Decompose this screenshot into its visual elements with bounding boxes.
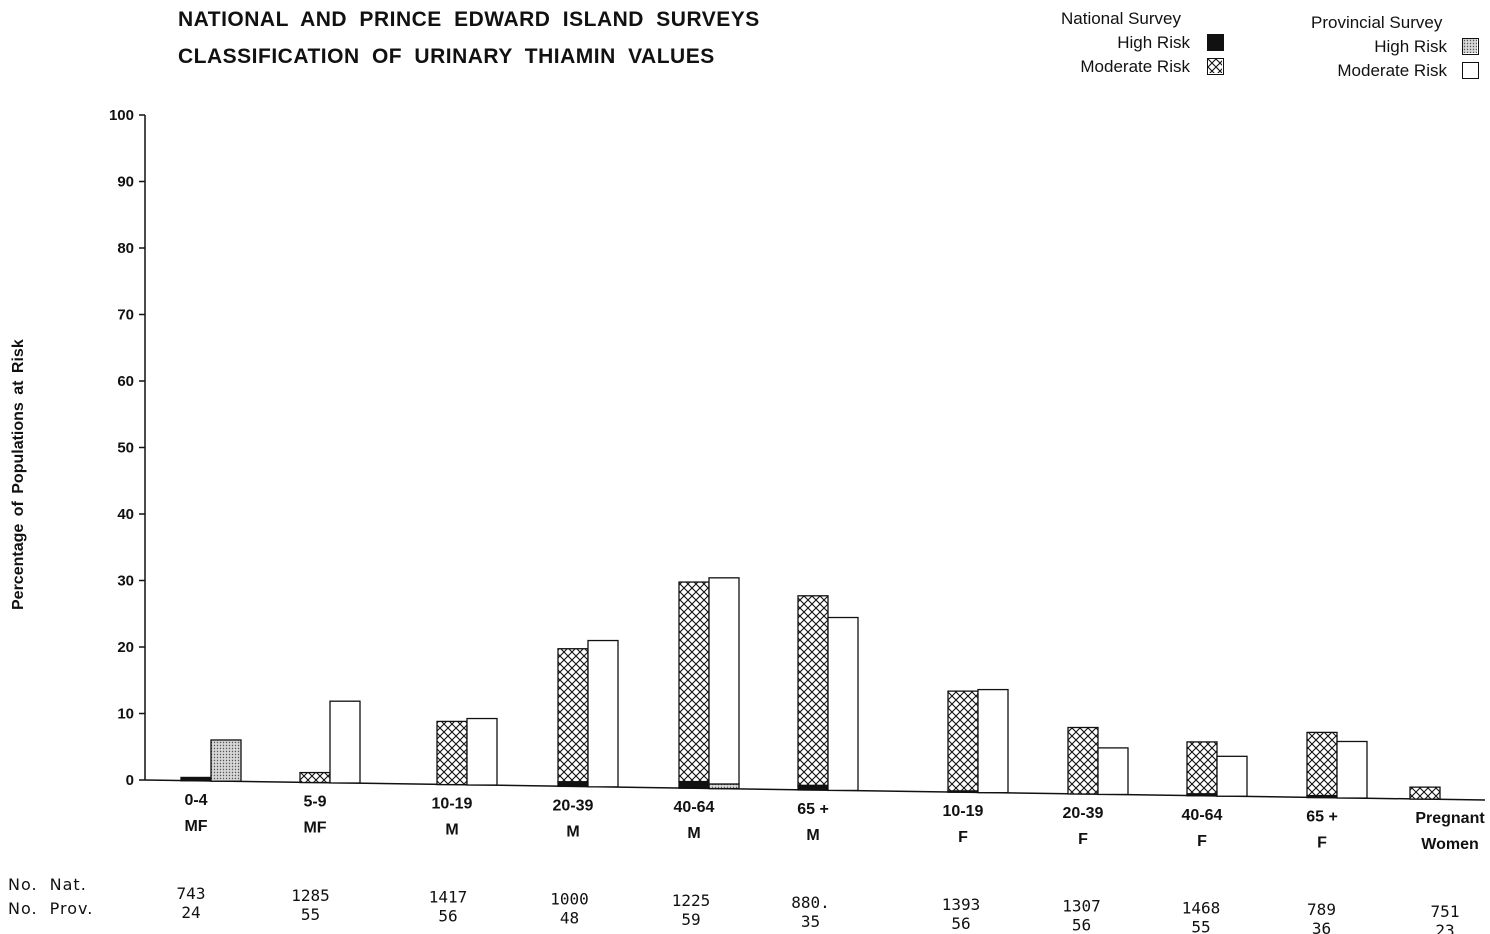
count-provincial-value: 24 <box>181 903 200 922</box>
count-national-value: 1000 <box>550 889 589 908</box>
count-national-value: 880. <box>791 893 830 912</box>
count-provincial-value: 55 <box>1191 917 1210 934</box>
x-tick-label-age: 5-9 <box>303 794 326 811</box>
bar-provincial-high-4 <box>708 783 740 790</box>
y-tick-label: 10 <box>117 706 134 723</box>
x-tick-label-sex: F <box>958 829 968 846</box>
y-tick-label: 60 <box>117 373 134 390</box>
y-tick-label: 90 <box>117 174 134 191</box>
x-tick-label-sex: M <box>806 827 819 844</box>
legend-provincial-heading: Provincial Survey <box>1311 13 1443 32</box>
bar-national-moderate-6 <box>947 690 979 792</box>
x-tick-label-age: 40-64 <box>1182 807 1223 824</box>
bar-national-moderate-2 <box>436 720 468 786</box>
y-tick-label: 0 <box>126 772 134 789</box>
bar-provincial-moderate-5 <box>827 616 859 792</box>
x-tick-label-sex: F <box>1078 831 1088 848</box>
count-provincial-value: 56 <box>951 914 970 933</box>
bar-national-moderate-10 <box>1409 786 1441 800</box>
bar-national-moderate-1 <box>299 771 331 784</box>
x-tick-label-sex: M <box>445 822 458 839</box>
count-provincial-value: 55 <box>301 905 320 924</box>
count-national-value: 1417 <box>429 888 468 907</box>
bar-national-high-4 <box>678 780 710 789</box>
y-tick-label: 40 <box>117 506 134 523</box>
bar-provincial-moderate-6 <box>977 688 1009 794</box>
x-tick-label-age: 40-64 <box>674 799 715 816</box>
bar-provincial-high-0 <box>210 739 242 782</box>
x-tick-label-sex: F <box>1197 833 1207 850</box>
count-national-value: 1393 <box>942 895 981 914</box>
y-tick-label: 70 <box>117 307 134 324</box>
x-tick-label-age: 0-4 <box>184 792 207 809</box>
count-provincial-value: 48 <box>560 908 579 927</box>
count-national-value: 1307 <box>1062 897 1101 916</box>
count-label-provincial: No. Prov. <box>8 899 94 918</box>
bar-national-high-0 <box>180 776 212 782</box>
count-provincial-value: 36 <box>1312 919 1331 934</box>
bar-national-moderate-9 <box>1306 731 1338 797</box>
legend-provincial-moderate-label: Moderate Risk <box>1337 61 1447 80</box>
x-tick-label-sex: MF <box>184 818 207 835</box>
x-tick-label-age: 20-39 <box>553 797 594 814</box>
bar-provincial-moderate-8 <box>1216 755 1248 797</box>
bar-national-moderate-8 <box>1186 741 1218 795</box>
bar-national-high-3 <box>557 781 589 788</box>
count-national-value: 1468 <box>1182 898 1221 917</box>
legend-national-moderate-swatch <box>1207 58 1224 75</box>
x-tick-label-sex: M <box>687 825 700 842</box>
bar-national-moderate-5 <box>797 595 829 786</box>
legend-national-moderate-label: Moderate Risk <box>1080 57 1190 76</box>
count-provincial-value: 35 <box>801 912 820 931</box>
count-national-value: 751 <box>1431 902 1460 921</box>
x-tick-label-sex: MF <box>303 820 326 837</box>
y-tick-label: 30 <box>117 573 134 590</box>
y-tick-label: 80 <box>117 240 134 257</box>
count-national-value: 789 <box>1307 900 1336 919</box>
bar-provincial-moderate-3 <box>587 639 619 788</box>
chart-title-line2: CLASSIFICATION OF URINARY THIAMIN VALUES <box>178 45 715 68</box>
count-label-national: No. Nat. <box>8 875 87 894</box>
bar-provincial-moderate-9 <box>1336 740 1368 799</box>
legend-national-high-swatch <box>1207 34 1224 51</box>
bar-provincial-moderate-1 <box>329 700 361 784</box>
x-tick-label-age: 65 + <box>1306 809 1338 826</box>
count-national-value: 743 <box>177 884 206 903</box>
chart-title-line1: NATIONAL AND PRINCE EDWARD ISLAND SURVEY… <box>178 8 760 31</box>
legend-provincial-moderate-swatch <box>1462 62 1479 79</box>
x-tick-label-age: Pregnant <box>1415 810 1485 827</box>
count-provincial-value: 56 <box>1072 916 1091 934</box>
x-tick-label-sex: M <box>566 823 579 840</box>
bar-national-high-5 <box>797 784 829 791</box>
y-tick-label: 100 <box>109 107 134 124</box>
count-provincial-value: 59 <box>681 910 700 929</box>
x-tick-label-age: 10-19 <box>432 796 473 813</box>
count-national-value: 1225 <box>672 891 711 910</box>
bar-provincial-moderate-2 <box>466 717 498 786</box>
x-tick-label-age: 65 + <box>797 801 829 818</box>
x-tick-label-age: 20-39 <box>1063 805 1104 822</box>
legend-national-high-label: High Risk <box>1117 33 1190 52</box>
bar-national-moderate-4 <box>678 581 710 783</box>
bar-provincial-moderate-4 <box>708 577 740 785</box>
legend-national-heading: National Survey <box>1061 9 1182 28</box>
y-tick-label: 20 <box>117 639 134 656</box>
legend-provincial-high-label: High Risk <box>1374 37 1447 56</box>
count-provincial-value: 23 <box>1435 921 1454 934</box>
bar-national-moderate-3 <box>557 648 589 783</box>
x-tick-label-sex: Women <box>1421 836 1478 853</box>
count-national-value: 1285 <box>291 886 330 905</box>
x-tick-label-age: 10-19 <box>943 803 984 820</box>
legend-provincial-high-swatch <box>1462 38 1479 55</box>
x-tick-label-sex: F <box>1317 835 1327 852</box>
bar-provincial-moderate-7 <box>1097 747 1129 796</box>
y-tick-label: 50 <box>117 440 134 457</box>
count-provincial-value: 56 <box>438 907 457 926</box>
bar-national-moderate-7 <box>1067 726 1099 795</box>
